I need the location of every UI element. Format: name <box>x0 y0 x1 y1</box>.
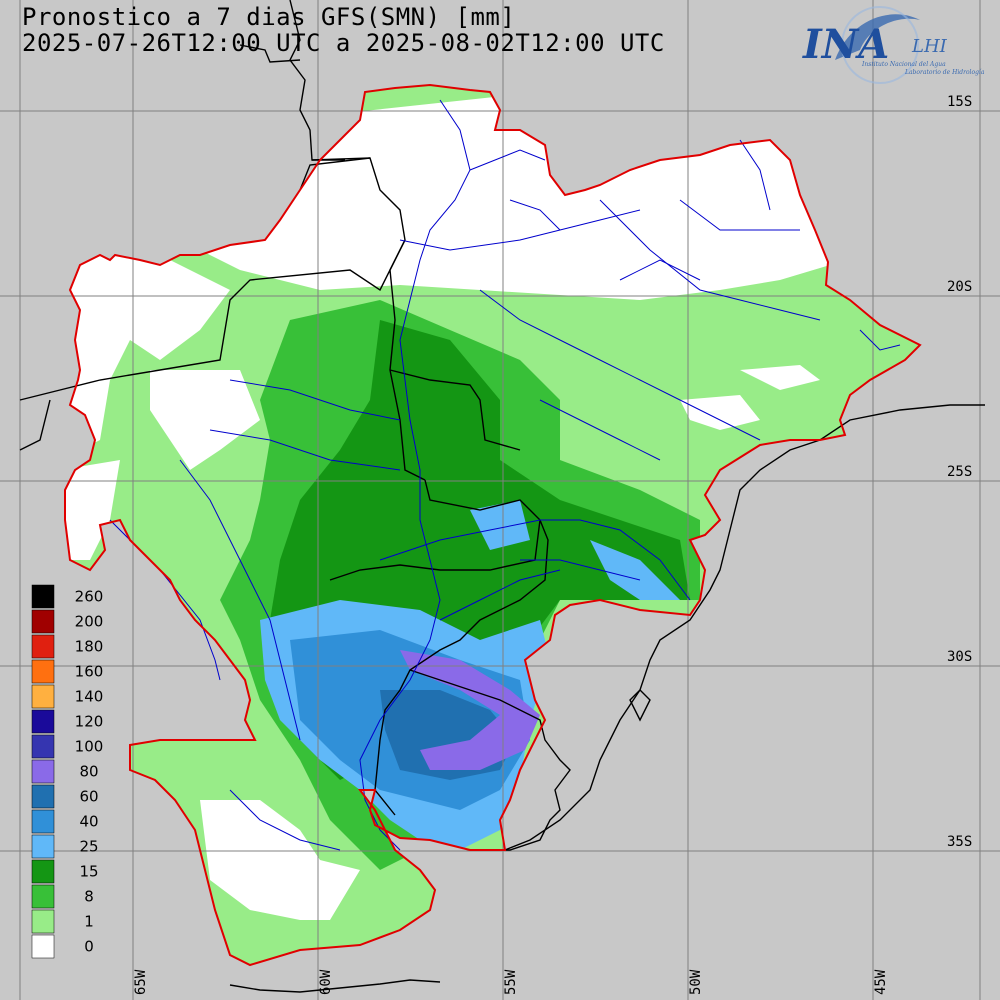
logo-subtitle-2: Laboratorio de Hidrología <box>904 69 985 76</box>
lon-label: 65W <box>133 969 149 995</box>
logo-lab: LHI <box>911 36 948 57</box>
legend-swatch <box>31 659 55 684</box>
legend-label: 1 <box>84 913 94 931</box>
legend-label: 260 <box>75 588 104 606</box>
lat-label: 15S <box>947 94 972 110</box>
lon-labels: 65W 60W 55W 50W 45W <box>133 969 889 995</box>
legend-swatch <box>31 784 55 809</box>
legend-label: 160 <box>75 663 104 681</box>
legend-swatch <box>31 759 55 784</box>
legend-label: 25 <box>79 838 98 856</box>
map-title: Pronostico a 7 dias GFS(SMN) [mm] <box>22 3 516 31</box>
logo-swoosh-icon <box>835 14 920 60</box>
legend-swatch <box>31 809 55 834</box>
rivers <box>109 99 901 851</box>
legend-label: 180 <box>75 638 104 656</box>
legend-swatch <box>31 709 55 734</box>
logo-globe-icon <box>841 6 919 84</box>
legend-label: 15 <box>79 863 98 881</box>
legend-label: 40 <box>79 813 98 831</box>
lat-label: 35S <box>947 834 972 850</box>
lon-label: 50W <box>688 969 704 995</box>
edge-ticks <box>19 0 981 1000</box>
legend-label: 200 <box>75 613 104 631</box>
legend-label: 60 <box>79 788 98 806</box>
legend: 260 200 180 160 140 120 100 80 60 40 25 15 8 1 0 <box>31 584 104 959</box>
basin-outline <box>64 83 922 967</box>
legend-swatch <box>31 909 55 934</box>
logo-subtitle-1: Instituto Nacional del Agua <box>861 61 946 68</box>
country-borders <box>19 0 985 993</box>
legend-swatch <box>31 584 55 609</box>
legend-label: 100 <box>75 738 104 756</box>
lon-label: 60W <box>318 969 334 995</box>
legend-swatch <box>31 684 55 709</box>
legend-swatch <box>31 884 55 909</box>
logo-org: INA <box>802 21 889 68</box>
lon-label: 55W <box>503 969 519 995</box>
legend-label: 120 <box>75 713 104 731</box>
lat-label: 30S <box>947 649 972 665</box>
map-date-range: 2025-07-26T12:00 UTC a 2025-08-02T12:00 … <box>22 29 665 57</box>
lon-label: 45W <box>873 969 889 995</box>
legend-swatch <box>31 859 55 884</box>
legend-swatch <box>31 834 55 859</box>
legend-label: 80 <box>79 763 98 781</box>
legend-swatch <box>31 934 55 959</box>
lat-labels: 15S 20S 25S 30S 35S <box>947 94 972 850</box>
legend-swatch <box>31 609 55 634</box>
legend-label: 8 <box>84 888 94 906</box>
legend-label: 140 <box>75 688 104 706</box>
lat-label: 20S <box>947 279 972 295</box>
lat-label: 25S <box>947 464 972 480</box>
legend-swatch <box>31 634 55 659</box>
legend-label: 0 <box>84 938 94 956</box>
ina-logo: INA LHI Instituto Nacional del Agua Labo… <box>802 6 985 84</box>
legend-swatch <box>31 734 55 759</box>
